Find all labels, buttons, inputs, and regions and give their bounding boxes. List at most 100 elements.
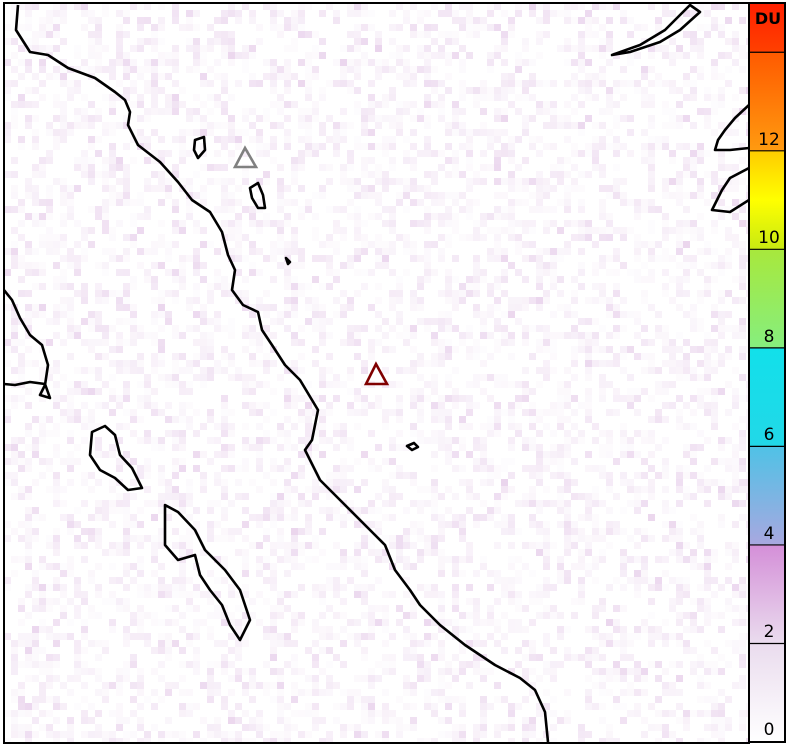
so2-pixel — [557, 157, 564, 164]
so2-pixel — [4, 710, 11, 717]
so2-pixel — [480, 164, 487, 171]
so2-pixel — [277, 598, 284, 605]
so2-pixel — [256, 542, 263, 549]
so2-pixel — [53, 367, 60, 374]
so2-pixel — [718, 584, 725, 591]
so2-pixel — [144, 500, 151, 507]
so2-pixel — [11, 206, 18, 213]
so2-pixel — [186, 388, 193, 395]
so2-pixel — [368, 626, 375, 633]
so2-pixel — [494, 521, 501, 528]
so2-pixel — [585, 493, 592, 500]
so2-pixel — [620, 654, 627, 661]
so2-pixel — [361, 675, 368, 682]
so2-pixel — [67, 416, 74, 423]
so2-pixel — [431, 269, 438, 276]
so2-pixel — [228, 157, 235, 164]
so2-pixel — [690, 367, 697, 374]
so2-pixel — [95, 507, 102, 514]
so2-pixel — [606, 409, 613, 416]
so2-pixel — [32, 185, 39, 192]
so2-pixel — [235, 591, 242, 598]
so2-pixel — [536, 199, 543, 206]
so2-pixel — [256, 24, 263, 31]
so2-pixel — [375, 619, 382, 626]
so2-pixel — [39, 199, 46, 206]
so2-pixel — [319, 633, 326, 640]
so2-pixel — [746, 703, 749, 710]
so2-pixel — [403, 682, 410, 689]
so2-pixel — [676, 122, 683, 129]
so2-pixel — [67, 206, 74, 213]
so2-pixel — [410, 717, 417, 724]
so2-pixel — [501, 311, 508, 318]
so2-pixel — [109, 395, 116, 402]
so2-pixel — [683, 52, 690, 59]
so2-pixel — [130, 339, 137, 346]
so2-pixel — [228, 248, 235, 255]
so2-pixel — [88, 612, 95, 619]
so2-pixel — [277, 192, 284, 199]
so2-pixel — [277, 535, 284, 542]
so2-pixel — [368, 584, 375, 591]
so2-pixel — [144, 38, 151, 45]
so2-pixel — [501, 73, 508, 80]
so2-pixel — [137, 465, 144, 472]
so2-pixel — [487, 507, 494, 514]
so2-pixel — [340, 381, 347, 388]
so2-pixel — [739, 17, 746, 24]
so2-pixel — [683, 402, 690, 409]
so2-pixel — [725, 164, 732, 171]
so2-pixel — [116, 360, 123, 367]
so2-pixel — [291, 276, 298, 283]
so2-pixel — [718, 486, 725, 493]
so2-pixel — [655, 206, 662, 213]
so2-pixel — [592, 269, 599, 276]
so2-pixel — [179, 87, 186, 94]
so2-pixel — [536, 591, 543, 598]
so2-pixel — [445, 318, 452, 325]
so2-pixel — [403, 472, 410, 479]
so2-pixel — [389, 10, 396, 17]
so2-pixel — [487, 283, 494, 290]
so2-pixel — [319, 647, 326, 654]
so2-pixel — [494, 24, 501, 31]
so2-pixel — [676, 598, 683, 605]
so2-pixel — [739, 206, 746, 213]
so2-pixel — [627, 129, 634, 136]
so2-pixel — [627, 17, 634, 24]
so2-pixel — [179, 444, 186, 451]
so2-pixel — [109, 59, 116, 66]
so2-pixel — [487, 472, 494, 479]
so2-pixel — [410, 248, 417, 255]
so2-pixel — [95, 423, 102, 430]
so2-pixel — [578, 598, 585, 605]
so2-pixel — [711, 416, 718, 423]
so2-pixel — [116, 675, 123, 682]
so2-pixel — [32, 528, 39, 535]
so2-pixel — [256, 437, 263, 444]
so2-pixel — [690, 598, 697, 605]
so2-pixel — [368, 703, 375, 710]
so2-pixel — [25, 549, 32, 556]
so2-pixel — [494, 598, 501, 605]
so2-pixel — [746, 556, 749, 563]
so2-pixel — [11, 710, 18, 717]
so2-pixel — [676, 542, 683, 549]
so2-pixel — [347, 332, 354, 339]
so2-pixel — [480, 388, 487, 395]
so2-pixel — [25, 66, 32, 73]
so2-pixel — [697, 24, 704, 31]
so2-pixel — [508, 101, 515, 108]
so2-pixel — [109, 507, 116, 514]
so2-pixel — [452, 31, 459, 38]
so2-pixel — [158, 24, 165, 31]
so2-pixel — [627, 52, 634, 59]
so2-pixel — [396, 192, 403, 199]
so2-pixel — [312, 318, 319, 325]
so2-pixel — [319, 87, 326, 94]
so2-pixel — [235, 374, 242, 381]
so2-pixel — [501, 150, 508, 157]
so2-pixel — [648, 227, 655, 234]
so2-pixel — [39, 619, 46, 626]
